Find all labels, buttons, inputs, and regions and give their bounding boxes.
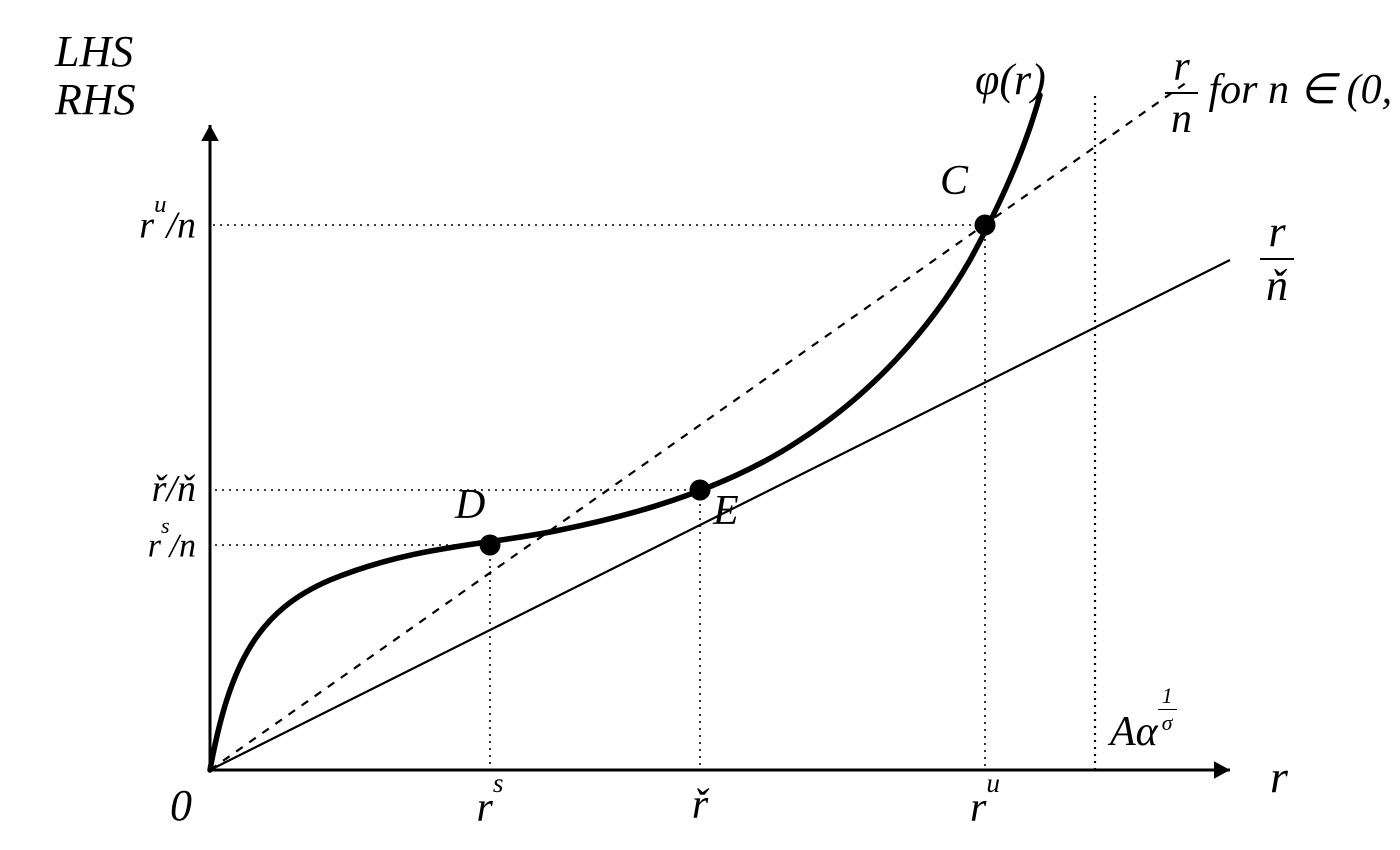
diagram-stage: LHS RHS 0 r φ(r) r n for n ∈ (0, ň) r ň … bbox=[0, 0, 1400, 850]
x-tick-rs: rs bbox=[477, 782, 504, 831]
x-tick-rcheck: ř bbox=[692, 782, 708, 828]
point-label-C: C bbox=[940, 158, 968, 204]
y-tick-ru-over-n: ru/n bbox=[139, 203, 196, 247]
line-shallow-label: r ň bbox=[1260, 208, 1294, 311]
line-steep-label: r n for n ∈ (0, ň) bbox=[1165, 44, 1400, 142]
fraction-r-over-n: r n bbox=[1165, 44, 1198, 142]
y-tick-rs-over-n: rs/n bbox=[148, 525, 196, 565]
line-steep-condition: for n ∈ (0, ň) bbox=[1198, 67, 1400, 113]
y-tick-rcheck-over-ncheck: ř/ň bbox=[152, 469, 196, 511]
phi-label: φ(r) bbox=[975, 56, 1046, 104]
fraction-r-over-ncheck: r ň bbox=[1260, 208, 1294, 311]
point-label-E: E bbox=[713, 488, 739, 534]
x-axis-variable: r bbox=[1270, 752, 1288, 803]
origin-label: 0 bbox=[170, 782, 192, 830]
x-tick-ru: ru bbox=[970, 782, 1000, 831]
point-label-D: D bbox=[455, 482, 485, 528]
asymptote-label: Aα 1 σ bbox=[1110, 698, 1177, 755]
y-axis-title: LHS RHS bbox=[55, 28, 136, 125]
